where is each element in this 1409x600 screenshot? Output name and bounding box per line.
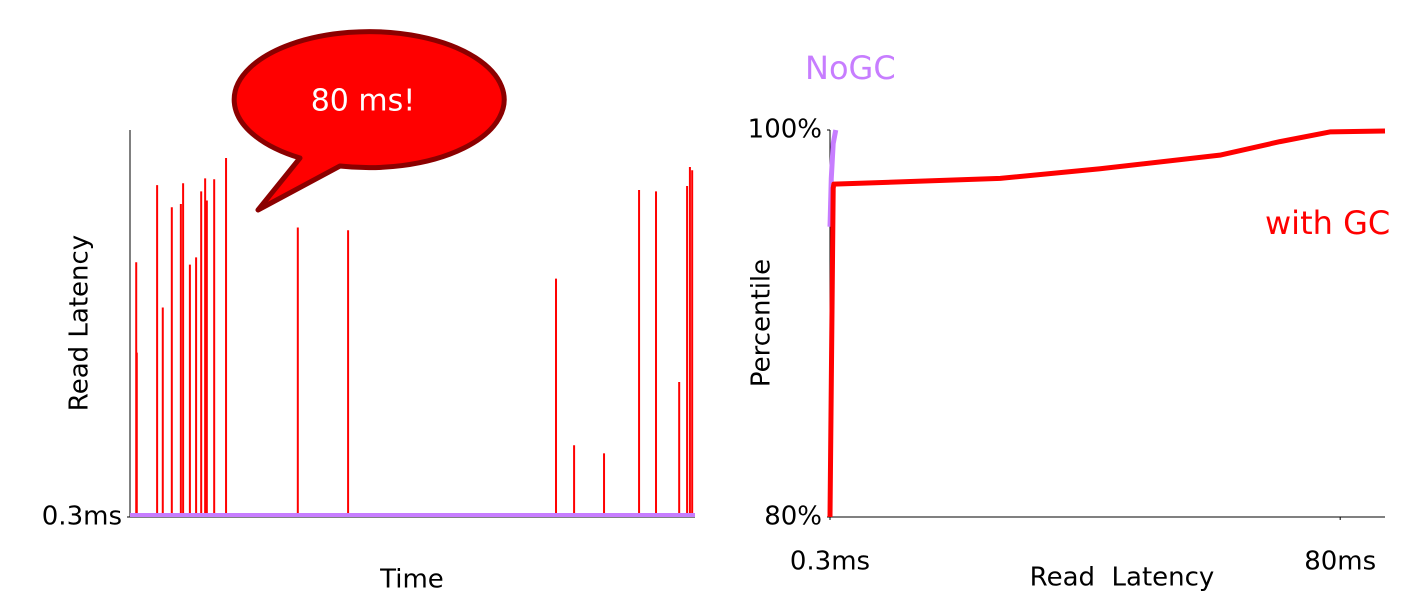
y-axis-label: Percentile [747, 259, 777, 387]
y-tick-label: 0.3ms [42, 502, 122, 532]
slide: 0.3ms Time Read Latency 80% 100% 0.3ms 80ms Rea… [0, 0, 1409, 600]
x-axis-label: Read Latency [1030, 563, 1215, 593]
x-tick-label: 0.3ms [790, 547, 870, 577]
x-axis-label: Time [379, 565, 444, 595]
cdf-line [830, 131, 1385, 517]
x-tick-label: 80ms [1304, 547, 1376, 577]
y-tick-label: 80% [764, 502, 822, 532]
legend-label: with GC [1265, 204, 1390, 242]
legend-label: NoGC [805, 49, 896, 87]
speech-bubble [234, 32, 504, 210]
y-tick-label: 100% [748, 115, 822, 145]
y-axis-label: Read Latency [65, 235, 95, 411]
annotation: 80 ms! [311, 84, 416, 119]
